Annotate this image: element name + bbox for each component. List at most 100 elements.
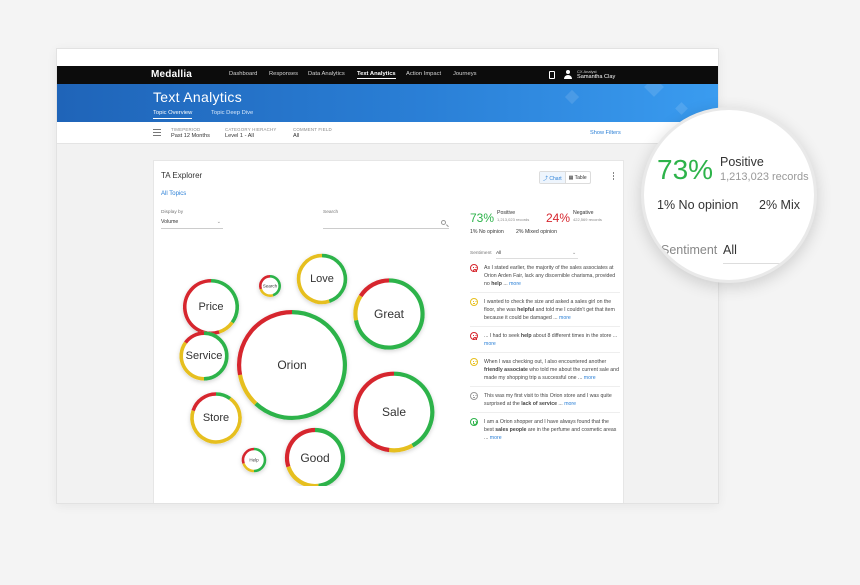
mixed-face-icon: [470, 358, 478, 366]
bubble-label: Love: [310, 273, 334, 285]
magnified-positive-percent: 73%: [657, 154, 714, 185]
magnified-no-opinion: 1% No opinion: [657, 198, 739, 212]
bubble-label: Good: [300, 451, 329, 465]
bubble-arc-positive: [215, 392, 232, 401]
bubble-arc-negative: [358, 278, 390, 298]
bubble-arc-mixed: [179, 341, 205, 381]
positive-percent: 73%: [470, 211, 495, 225]
more-link[interactable]: more: [509, 281, 521, 287]
positive-count: 1,213,023 records: [497, 217, 530, 222]
nav-data-analytics[interactable]: Data Analytics: [308, 71, 345, 77]
display-by-label: Display by: [161, 210, 184, 215]
sentiment-filter-select[interactable]: All ⌄: [496, 251, 578, 259]
medallia-logo[interactable]: Medallia: [151, 69, 193, 80]
tab-topic-overview[interactable]: Topic Overview: [153, 110, 193, 119]
topic-bubble-search[interactable]: Search: [259, 275, 281, 297]
table-view-button[interactable]: ▦ Table: [564, 172, 590, 183]
card-title: TA Explorer: [161, 171, 203, 180]
bubble-fill: [179, 331, 229, 381]
bubble-label: Service: [186, 350, 223, 362]
bubble-arc-mixed: [388, 443, 414, 453]
bubble-arc-mixed: [286, 465, 319, 486]
comment-item: I wanted to check the size and asked a s…: [470, 298, 620, 327]
chevron-down-icon: ⌄: [571, 251, 576, 256]
nav-action-impact[interactable]: Action Impact: [406, 71, 442, 77]
nav-journeys[interactable]: Journeys: [453, 71, 477, 77]
comment-item: ... I had to seek help about 8 different…: [470, 332, 620, 353]
topic-bubble-help[interactable]: Help: [241, 447, 267, 473]
ta-explorer-card: TA Explorer All Topics ⤴ Chart ▦ Table D…: [153, 160, 624, 503]
user-name[interactable]: Samantha Clay: [577, 74, 616, 80]
magnified-positive-label: Positive: [720, 155, 764, 169]
view-toggle: ⤴ Chart ▦ Table: [539, 171, 591, 184]
topic-bubble-service[interactable]: Service: [179, 331, 229, 381]
user-icon[interactable]: [564, 70, 572, 80]
comment-list: As I stated earlier, the majority of the…: [470, 264, 620, 451]
more-link[interactable]: more: [559, 315, 571, 321]
bubble-fill: [241, 447, 267, 473]
bubble-label: Price: [198, 301, 223, 313]
bubble-arc-positive: [353, 278, 425, 350]
nav-dashboard[interactable]: Dashboard: [229, 71, 258, 77]
filter-comment-field-label: COMMENT FIELD: [293, 127, 332, 132]
bubble-label: Sale: [382, 405, 406, 419]
more-link[interactable]: more: [564, 401, 577, 407]
more-link[interactable]: more: [583, 375, 596, 381]
bubble-arc-mixed: [218, 321, 234, 334]
magnified-sentiment-value: All: [723, 243, 783, 264]
filter-sliders-icon[interactable]: [153, 129, 161, 137]
topic-bubble-price[interactable]: Price: [182, 278, 240, 336]
magnifier-callout: 73% Positive 1,213,023 records 1% No opi…: [641, 107, 817, 283]
bubble-arc-negative: [237, 310, 293, 376]
topic-bubble-orion[interactable]: Orion: [237, 310, 347, 420]
search-input[interactable]: [323, 218, 449, 229]
filter-comment-field-value[interactable]: All: [293, 133, 300, 139]
bubble-fill: [182, 278, 240, 336]
negative-face-icon: [470, 332, 478, 340]
bubble-arc-mixed: [259, 288, 274, 297]
bubble-arc-mixed: [242, 462, 255, 473]
chart-view-button[interactable]: ⤴ Chart: [540, 172, 565, 183]
search-label: Search: [323, 210, 339, 215]
bubble-fill: [190, 392, 242, 444]
filter-category-label: CATEGORY HIERACHY: [225, 127, 277, 132]
more-link[interactable]: more: [489, 435, 502, 441]
comment-item: As I stated earlier, the majority of the…: [470, 264, 620, 293]
bubble-fill: [353, 371, 435, 453]
bubble-arc-positive: [203, 331, 229, 381]
search-icon[interactable]: [441, 220, 446, 225]
display-by-select[interactable]: Volume ⌄: [161, 219, 223, 229]
chart-icon: ⤴: [543, 176, 550, 182]
filter-bar: TIMEPERIOD Past 12 Months CATEGORY HIERA…: [57, 122, 718, 144]
negative-percent: 24%: [546, 211, 571, 225]
nav-text-analytics[interactable]: Text Analytics: [357, 71, 396, 79]
bubble-fill: [237, 310, 347, 420]
user-role: CX Analyst: [577, 69, 597, 74]
topic-bubble-store[interactable]: Store: [190, 392, 242, 444]
nav-responses[interactable]: Responses: [269, 71, 299, 77]
topic-bubble-chart: Price Search Love Great Service Orion Store Sal…: [179, 253, 435, 486]
topic-bubble-great[interactable]: Great: [353, 278, 425, 350]
tab-topic-deep-dive[interactable]: Topic Deep Dive: [211, 110, 254, 116]
all-topics-breadcrumb[interactable]: All Topics: [161, 191, 187, 197]
comment-item: I am a Orion shopper and I have always f…: [470, 418, 620, 446]
topic-bubble-good[interactable]: Good: [284, 427, 346, 486]
topic-bubble-sale[interactable]: Sale: [353, 371, 435, 453]
topic-bubble-love[interactable]: Love: [296, 253, 348, 305]
filter-category-value[interactable]: Level 1 - All: [225, 133, 254, 139]
filter-timeperiod-label: TIMEPERIOD: [171, 127, 201, 132]
sentiment-filter-label: Sentiment: [470, 251, 492, 256]
table-icon: ▦: [568, 175, 575, 181]
more-options-icon[interactable]: [612, 172, 615, 182]
bubble-arc-negative: [353, 371, 395, 453]
page-title: Text Analytics: [153, 89, 243, 105]
magnified-sentiment-summary: 73% Positive 1,213,023 records 1% No opi…: [644, 110, 814, 280]
filter-timeperiod-value[interactable]: Past 12 Months: [171, 133, 210, 139]
sentiment-summary: 73% Positive 1,213,023 records 24% Negat…: [470, 207, 620, 247]
document-icon[interactable]: [549, 71, 555, 79]
bubble-arc-negative: [191, 392, 217, 412]
show-filters-link[interactable]: Show Filters: [590, 130, 621, 136]
more-link[interactable]: more: [484, 341, 496, 347]
mixed-opinion-stat: 2% Mixed opinion: [516, 229, 557, 235]
bubble-arc-negative: [184, 331, 205, 344]
